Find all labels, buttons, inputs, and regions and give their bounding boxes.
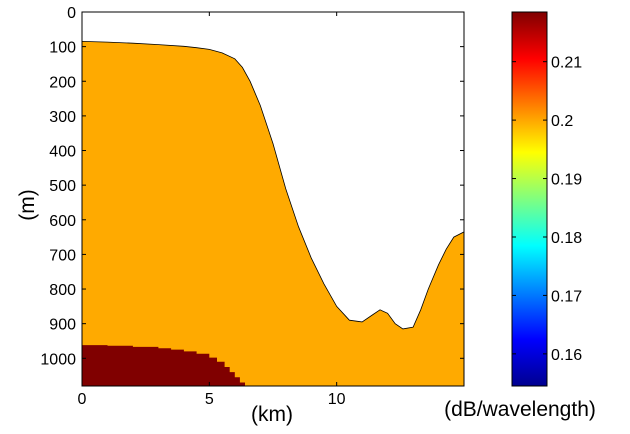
colorbar-tick-label: 0.2 — [551, 113, 573, 130]
y-tick-label: 700 — [49, 247, 76, 264]
colorbar: 0.16 0.17 0.18 0.19 0.2 0.21 — [511, 11, 582, 387]
y-tick-label: 800 — [49, 282, 76, 299]
y-axis-ticks: 0 100 200 300 400 500 600 700 800 900 1000 — [40, 5, 464, 368]
colorbar-tick-label: 0.16 — [551, 347, 582, 364]
colorbar-tick-label: 0.19 — [551, 172, 582, 189]
water-column-region — [82, 41, 464, 386]
y-tick-label: 400 — [49, 144, 76, 161]
sediment-region — [82, 345, 245, 386]
y-tick-label: 100 — [49, 40, 76, 57]
x-tick-label: 0 — [78, 391, 87, 408]
x-axis-label: (km) — [251, 403, 293, 426]
colorbar-tick-label: 0.17 — [551, 288, 582, 305]
y-tick-label: 1000 — [40, 351, 76, 368]
seafloor-boundary-line — [82, 41, 464, 330]
y-tick-label: 300 — [49, 109, 76, 126]
y-tick-label: 900 — [49, 317, 76, 334]
x-tick-label: 5 — [205, 391, 214, 408]
y-axis-label: (m) — [16, 189, 39, 220]
y-tick-label: 200 — [49, 74, 76, 91]
colorbar-tick-label: 0.18 — [551, 230, 582, 247]
colorbar-tick-label: 0.21 — [551, 55, 582, 72]
y-tick-label: 500 — [49, 178, 76, 195]
plot-frame — [81, 11, 465, 387]
plot-area: 0 5 10 0 100 200 300 400 500 600 700 800 900 1000 — [40, 5, 465, 408]
colorbar-label: (dB/wavelength) — [444, 398, 596, 421]
x-axis-ticks: 0 5 10 — [78, 12, 346, 408]
y-tick-label: 0 — [67, 5, 76, 22]
x-tick-label: 10 — [328, 391, 346, 408]
colorbar-ticks: 0.16 0.17 0.18 0.19 0.2 0.21 — [512, 55, 582, 364]
y-tick-label: 600 — [49, 213, 76, 230]
colorbar-gradient — [511, 11, 548, 387]
